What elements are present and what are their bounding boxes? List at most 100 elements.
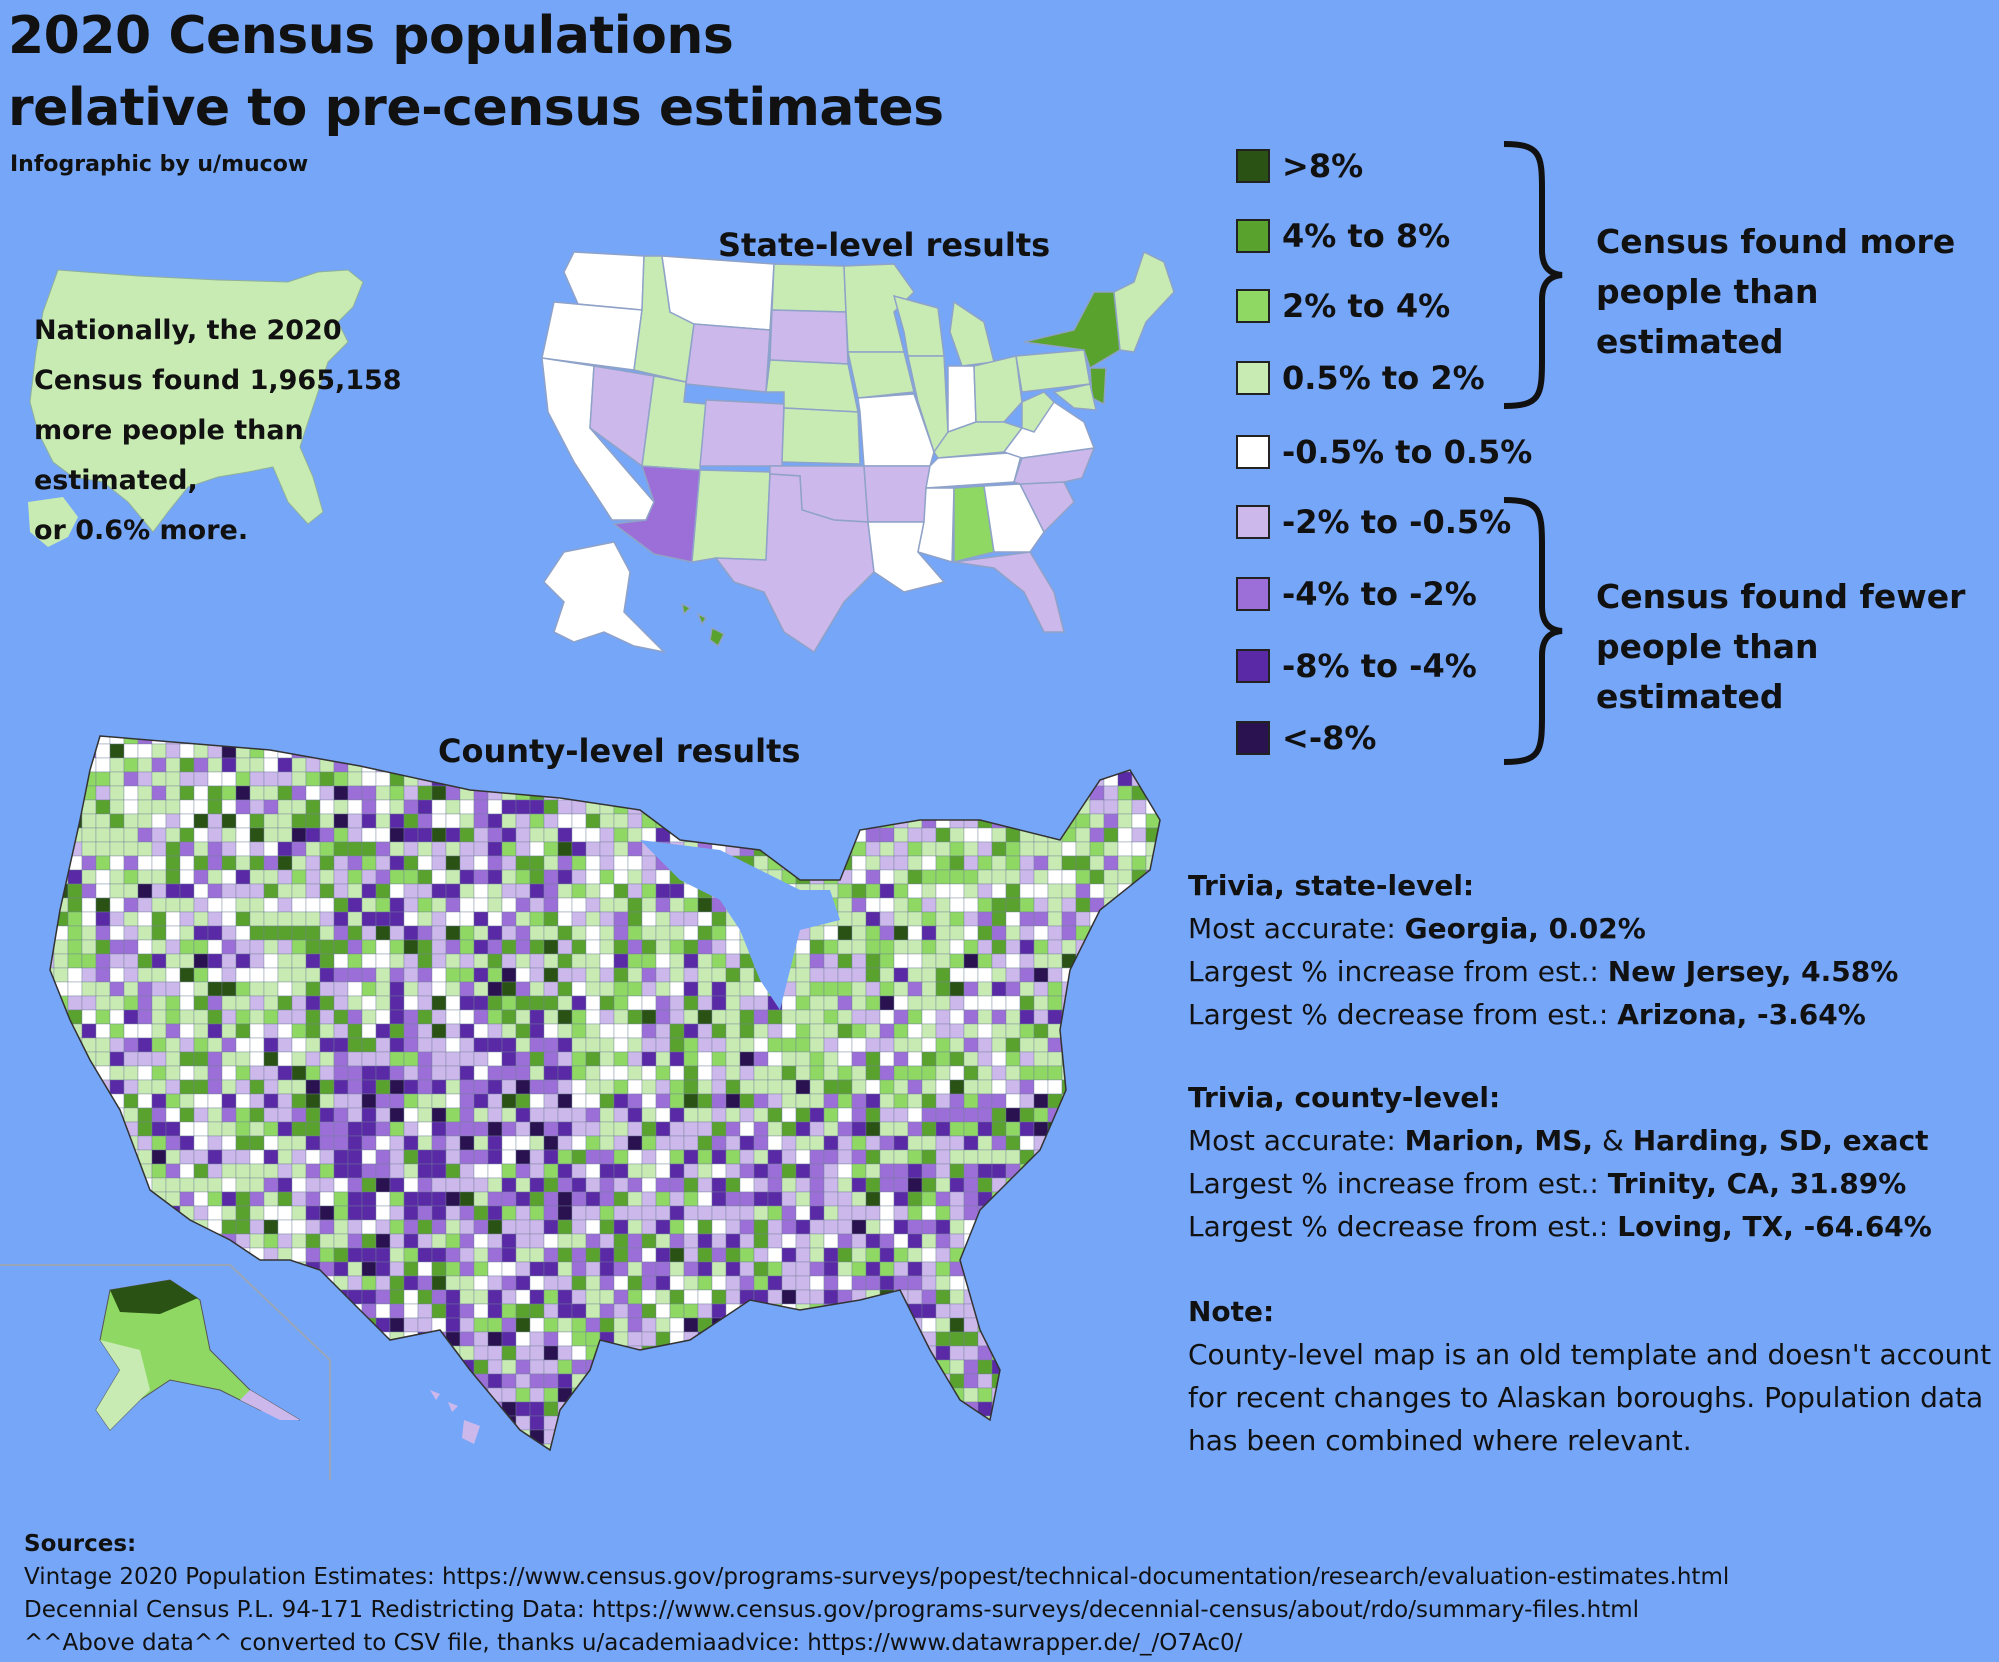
county-cell	[207, 785, 223, 801]
county-cell	[333, 1205, 349, 1221]
county-cell	[333, 869, 349, 885]
county-cell	[1005, 953, 1021, 969]
county-cell	[305, 799, 321, 815]
county-cell	[767, 1443, 783, 1450]
county-cell	[1103, 799, 1119, 815]
state-utah	[641, 375, 707, 471]
county-cell	[571, 1065, 587, 1081]
county-cell	[921, 1261, 937, 1277]
county-cell	[109, 1037, 125, 1053]
county-cell	[1061, 1009, 1077, 1025]
county-cell	[865, 827, 881, 843]
county-cell	[1033, 1163, 1049, 1179]
county-cell	[865, 911, 881, 927]
county-cell	[991, 869, 1007, 885]
county-cell	[221, 1429, 237, 1445]
county-cell	[795, 1079, 811, 1095]
county-cell	[403, 897, 419, 913]
county-cell	[1089, 1191, 1105, 1207]
county-cell	[389, 736, 405, 745]
county-cell	[417, 736, 433, 745]
county-cell	[837, 1443, 853, 1450]
county-cell	[669, 981, 685, 997]
county-cell	[683, 771, 699, 787]
county-cell	[711, 1429, 727, 1445]
county-cell	[977, 1373, 993, 1389]
county-cell	[109, 1163, 125, 1179]
county-cell	[151, 1415, 167, 1431]
county-cell	[1145, 1289, 1160, 1305]
county-cell	[627, 939, 643, 955]
county-cell	[879, 1443, 895, 1450]
county-cell	[627, 967, 643, 983]
county-cell	[809, 925, 825, 941]
county-cell	[249, 1163, 265, 1179]
county-cell	[305, 1079, 321, 1095]
county-cell	[1131, 1415, 1147, 1431]
county-cell	[599, 743, 615, 759]
county-cell	[767, 1261, 783, 1277]
county-cell	[179, 841, 195, 857]
county-cell	[389, 1373, 405, 1389]
county-cell	[221, 995, 237, 1011]
county-cell	[221, 785, 237, 801]
county-cell	[1145, 883, 1160, 899]
county-cell	[669, 897, 685, 913]
county-cell	[977, 1051, 993, 1067]
county-cell	[501, 869, 517, 885]
county-cell	[669, 911, 685, 927]
county-cell	[235, 925, 251, 941]
county-cell	[445, 1359, 461, 1375]
county-cell	[221, 1331, 237, 1347]
county-cell	[375, 1065, 391, 1081]
county-cell	[767, 1079, 783, 1095]
county-cell	[263, 939, 279, 955]
county-cell	[655, 1219, 671, 1235]
county-cell	[529, 953, 545, 969]
county-cell	[795, 771, 811, 787]
county-cell	[417, 743, 433, 759]
county-cell	[795, 799, 811, 815]
county-cell	[1131, 855, 1147, 871]
county-cell	[501, 1177, 517, 1193]
county-cell	[697, 1149, 713, 1165]
county-cell	[221, 1317, 237, 1333]
county-cell	[949, 1345, 965, 1361]
county-cell	[1047, 1177, 1063, 1193]
county-cell	[1033, 995, 1049, 1011]
county-cell	[823, 736, 839, 745]
county-cell	[683, 1401, 699, 1417]
county-cell	[473, 981, 489, 997]
county-cell	[627, 1177, 643, 1193]
county-cell	[263, 1331, 279, 1347]
county-cell	[543, 757, 559, 773]
county-cell	[361, 1065, 377, 1081]
county-cell	[1159, 1289, 1160, 1305]
county-cell	[235, 743, 251, 759]
county-cell	[865, 953, 881, 969]
county-cell	[95, 799, 111, 815]
county-cell	[725, 841, 741, 857]
county-cell	[642, 1458, 656, 1472]
county-cell	[207, 925, 223, 941]
county-cell	[879, 1135, 895, 1151]
county-cell	[137, 925, 153, 941]
county-cell	[1075, 1149, 1091, 1165]
county-cell	[879, 869, 895, 885]
county-cell	[305, 1051, 321, 1067]
county-cell	[473, 1275, 489, 1291]
county-cell	[249, 995, 265, 1011]
county-cell	[109, 743, 125, 759]
county-cell	[487, 799, 503, 815]
county-cell	[641, 799, 657, 815]
county-cell	[1019, 1135, 1035, 1151]
county-cell	[333, 855, 349, 871]
county-cell	[865, 757, 881, 773]
county-cell	[277, 1177, 293, 1193]
county-cell	[375, 995, 391, 1011]
county-cell	[753, 1387, 769, 1403]
county-cell	[753, 1345, 769, 1361]
county-cell	[1117, 827, 1133, 843]
county-cell	[977, 1135, 993, 1151]
national-line-4: or 0.6% more.	[34, 515, 249, 546]
